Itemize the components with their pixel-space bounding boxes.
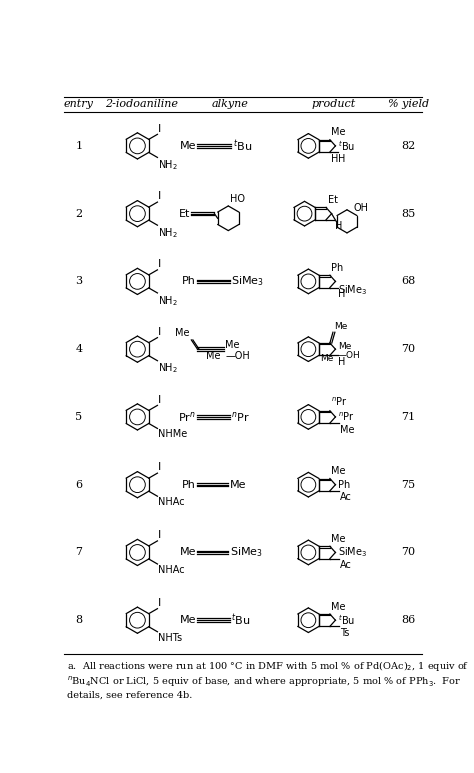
Text: Me: Me: [180, 141, 196, 151]
Text: Me: Me: [331, 466, 346, 476]
Text: H: H: [331, 155, 338, 165]
Text: 70: 70: [401, 344, 416, 354]
Text: Me: Me: [225, 340, 240, 350]
Text: 7: 7: [75, 547, 82, 557]
Text: SiMe$_3$: SiMe$_3$: [231, 274, 264, 288]
Text: SiMe$_3$: SiMe$_3$: [338, 546, 367, 560]
Text: Me: Me: [331, 601, 346, 611]
Text: H: H: [338, 289, 346, 299]
Text: Ac: Ac: [340, 560, 352, 570]
Text: 71: 71: [401, 412, 416, 422]
Text: 5: 5: [75, 412, 82, 422]
Text: I: I: [158, 259, 162, 269]
Text: Ts: Ts: [340, 628, 349, 638]
Text: Me: Me: [338, 342, 351, 351]
Text: Me: Me: [335, 322, 348, 331]
Text: I: I: [158, 327, 162, 337]
Text: Et: Et: [178, 209, 190, 219]
Text: NHMe: NHMe: [158, 429, 187, 439]
Text: I: I: [158, 598, 162, 608]
Text: I: I: [158, 124, 162, 134]
Text: SiMe$_3$: SiMe$_3$: [338, 283, 367, 297]
Text: 2-iodoaniline: 2-iodoaniline: [105, 99, 178, 109]
Text: 8: 8: [75, 615, 82, 625]
Text: NH$_2$: NH$_2$: [158, 158, 178, 172]
Text: 75: 75: [401, 480, 416, 489]
Text: $^n$Pr: $^n$Pr: [331, 396, 348, 408]
Text: Ph: Ph: [182, 480, 196, 489]
Text: NH$_2$: NH$_2$: [158, 226, 178, 240]
Text: $^n$Pr: $^n$Pr: [338, 410, 355, 423]
Text: Me: Me: [206, 351, 220, 361]
Text: NHTs: NHTs: [158, 632, 182, 642]
Text: I: I: [158, 394, 162, 404]
Text: I: I: [158, 530, 162, 540]
Text: entry: entry: [64, 99, 94, 109]
Text: Pr$^n$: Pr$^n$: [178, 410, 196, 424]
Text: Me: Me: [331, 128, 346, 138]
Text: —OH: —OH: [338, 352, 361, 360]
Text: H: H: [338, 357, 346, 367]
Text: Me: Me: [180, 547, 196, 557]
Text: 86: 86: [401, 615, 416, 625]
Text: Me: Me: [320, 354, 334, 363]
Text: Me: Me: [230, 480, 246, 489]
Text: H: H: [335, 221, 342, 231]
Text: OH: OH: [353, 203, 368, 213]
Text: I: I: [158, 462, 162, 472]
Text: —OH: —OH: [225, 351, 250, 361]
Text: 2: 2: [75, 209, 82, 219]
Text: Me: Me: [180, 615, 196, 625]
Text: NH$_2$: NH$_2$: [158, 294, 178, 308]
Text: Et: Et: [328, 195, 337, 205]
Text: a.  All reactions were run at 100 °C in DMF with 5 mol % of Pd(OAc)$_2$, 1 equiv: a. All reactions were run at 100 °C in D…: [66, 659, 469, 700]
Text: I: I: [158, 192, 162, 201]
Text: product: product: [312, 99, 356, 109]
Text: alkyne: alkyne: [211, 99, 248, 109]
Text: $^n$Pr: $^n$Pr: [231, 410, 250, 424]
Text: 6: 6: [75, 480, 82, 489]
Text: Me: Me: [331, 534, 346, 544]
Text: NHAc: NHAc: [158, 565, 185, 575]
Text: 68: 68: [401, 277, 416, 287]
Text: Ph: Ph: [331, 263, 344, 273]
Text: NH$_2$: NH$_2$: [158, 362, 178, 375]
Text: Me: Me: [175, 329, 190, 339]
Text: SiMe$_3$: SiMe$_3$: [230, 546, 263, 560]
Text: % yield: % yield: [388, 99, 429, 109]
Text: Ac: Ac: [340, 492, 352, 502]
Text: NHAc: NHAc: [158, 497, 185, 507]
Text: Ph: Ph: [182, 277, 196, 287]
Text: Me: Me: [340, 424, 355, 434]
Text: 4: 4: [75, 344, 82, 354]
Text: $^t$Bu: $^t$Bu: [233, 138, 252, 154]
Text: H: H: [338, 154, 346, 164]
Text: HO: HO: [230, 195, 245, 204]
Text: $^t$Bu: $^t$Bu: [338, 613, 355, 627]
Text: 82: 82: [401, 141, 416, 151]
Text: Ph: Ph: [338, 480, 350, 489]
Text: 1: 1: [75, 141, 82, 151]
Text: $^t$Bu: $^t$Bu: [231, 612, 251, 628]
Text: $^t$Bu: $^t$Bu: [338, 139, 355, 153]
Text: 70: 70: [401, 547, 416, 557]
Text: 3: 3: [75, 277, 82, 287]
Text: 85: 85: [401, 209, 416, 219]
